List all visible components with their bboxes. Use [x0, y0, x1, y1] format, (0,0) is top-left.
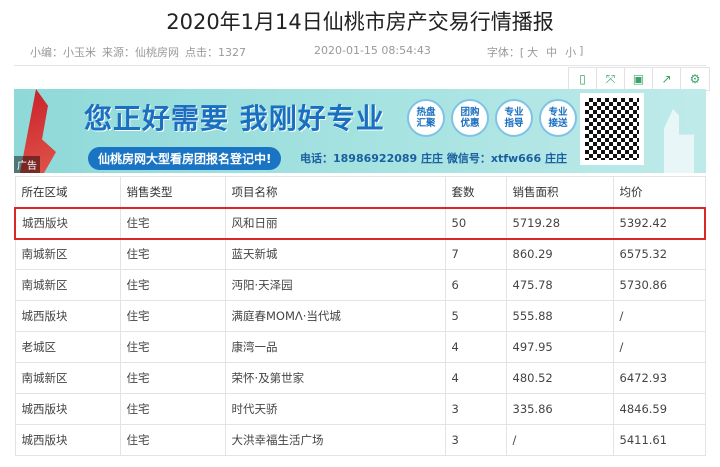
- table-row: 南城新区 住宅 沔阳·天泽园 6 475.78 5730.86: [14, 269, 706, 301]
- share-icon[interactable]: ↗: [653, 68, 681, 90]
- cell-project: 大洪幸福生活广场: [224, 424, 446, 456]
- article-meta: 小编：小玉米 来源：仙桃房网 点击：1327 2020-01-15 08:54:…: [30, 44, 583, 60]
- cell-sales-area: 860.29: [505, 238, 614, 270]
- cell-type: 住宅: [119, 300, 226, 332]
- divider: [14, 65, 706, 66]
- badge: 团购优惠: [451, 99, 489, 137]
- cell-avg-price: 6472.93: [612, 362, 706, 394]
- cell-sales-area: 497.95: [505, 331, 614, 363]
- editor: 小编：小玉米: [30, 46, 96, 59]
- fullscreen-icon[interactable]: ⤧: [597, 68, 625, 90]
- header-units: 套数: [444, 176, 507, 208]
- cell-avg-price: /: [612, 331, 706, 363]
- cell-avg-price: /: [612, 300, 706, 332]
- table-row: 城西版块 住宅 大洪幸福生活广场 3/5411.61: [14, 424, 706, 456]
- cell-sales-area: 475.78: [505, 269, 614, 301]
- cell-project: 满庭春MOMΛ·当代城: [224, 300, 446, 332]
- cell-area: 城西版块: [14, 393, 121, 425]
- ad-label: 广告: [14, 156, 40, 173]
- badge: 专业接送: [539, 99, 577, 137]
- cell-area: 城西版块: [14, 300, 121, 332]
- font-large-link[interactable]: 大: [527, 46, 539, 59]
- banner-pill: 仙桃房网大型看房团报名登记中!: [88, 147, 282, 170]
- cell-type: 住宅: [119, 269, 226, 301]
- font-size-label: 字体：[: [486, 46, 525, 59]
- badge: 热盘汇聚: [407, 99, 445, 137]
- cell-area: 城西版块: [14, 424, 121, 456]
- cell-avg-price: 5730.86: [612, 269, 706, 301]
- cell-avg-price: 6575.32: [612, 238, 706, 270]
- cell-type: 住宅: [119, 424, 226, 456]
- badge: 专业指导: [495, 99, 533, 137]
- header-project: 项目名称: [224, 176, 446, 208]
- table-row: 南城新区 住宅 蓝天新城 7 860.29 6575.32: [14, 238, 706, 270]
- cell-sales-area: 480.52: [505, 362, 614, 394]
- cell-units: 3: [444, 424, 507, 456]
- banner-slogan: 您正好需要 我刚好专业: [84, 102, 385, 135]
- cell-type: 住宅: [119, 331, 226, 363]
- cell-sales-area: 555.88: [505, 300, 614, 332]
- table-row: 南城新区 住宅 荣怀·及第世家 4 480.52 6472.93: [14, 362, 706, 394]
- publish-datetime: 2020-01-15 08:54:43: [314, 44, 431, 57]
- settings-icon[interactable]: ⚙: [689, 72, 701, 86]
- header-sales-area: 销售面积: [505, 176, 614, 208]
- building-decoration: [664, 109, 694, 173]
- cell-area: 老城区: [14, 331, 121, 363]
- ad-banner[interactable]: 您正好需要 我刚好专业 热盘汇聚 团购优惠 专业指导 专业接送 仙桃房网大型看房…: [14, 89, 706, 173]
- cell-area: 南城新区: [14, 362, 121, 394]
- banner-contact: 电话：18986922089 庄庄 微信号：xtfw666 庄庄: [300, 152, 567, 165]
- cell-units: 50: [444, 206, 507, 240]
- cell-area: 南城新区: [14, 269, 121, 301]
- cell-avg-price: 4846.59: [612, 393, 706, 425]
- cell-type: 住宅: [119, 238, 226, 270]
- cell-units: 6: [444, 269, 507, 301]
- header-area: 所在区域: [14, 176, 121, 208]
- font-medium-link[interactable]: 中: [546, 46, 558, 59]
- cell-sales-area: 5719.28: [505, 206, 614, 240]
- cell-units: 7: [444, 238, 507, 270]
- transaction-table: 所在区域 销售类型 项目名称 套数 销售面积 均价 城西版块 住宅 风和日丽 50 57…: [14, 176, 706, 456]
- header-avg-price: 均价: [612, 176, 706, 208]
- cell-units: 5: [444, 300, 507, 332]
- table-row: 城西版块 住宅 风和日丽 50 5719.28 5392.42: [14, 206, 706, 240]
- cell-project: 沔阳·天泽园: [224, 269, 446, 301]
- cell-project: 康湾一品: [224, 331, 446, 363]
- table-row: 老城区 住宅 康湾一品 4 497.95/: [14, 331, 706, 363]
- cell-units: 3: [444, 393, 507, 425]
- cell-project: 风和日丽: [224, 206, 446, 240]
- font-small-link[interactable]: 小: [565, 46, 577, 59]
- cell-project: 荣怀·及第世家: [224, 362, 446, 394]
- table-row: 城西版块 住宅 时代天骄 3 335.86 4846.59: [14, 393, 706, 425]
- cell-type: 住宅: [119, 393, 226, 425]
- cell-project: 蓝天新城: [224, 238, 446, 270]
- mobile-icon[interactable]: ▯: [569, 68, 597, 90]
- page-title: 2020年1月14日仙桃市房产交易行情播报: [166, 10, 554, 34]
- cell-avg-price: 5392.42: [612, 206, 706, 240]
- article-toolbar: ▯ ⤧ ▣ ↗ ⚙: [568, 67, 710, 91]
- cell-units: 4: [444, 362, 507, 394]
- header-type: 销售类型: [119, 176, 226, 208]
- cell-type: 住宅: [119, 206, 226, 240]
- banner-badges: 热盘汇聚 团购优惠 专业指导 专业接送: [407, 99, 577, 137]
- cell-type: 住宅: [119, 362, 226, 394]
- table-row: 城西版块 住宅 满庭春MOMΛ·当代城 5 555.88/: [14, 300, 706, 332]
- source: 来源：仙桃房网: [102, 46, 179, 59]
- cell-avg-price: 5411.61: [612, 424, 706, 456]
- cell-sales-area: /: [505, 424, 614, 456]
- font-size-bracket: ]: [579, 44, 584, 57]
- cell-sales-area: 335.86: [505, 393, 614, 425]
- cell-area: 南城新区: [14, 238, 121, 270]
- cell-area: 城西版块: [14, 206, 121, 240]
- cell-units: 4: [444, 331, 507, 363]
- cell-project: 时代天骄: [224, 393, 446, 425]
- table-header: 所在区域 销售类型 项目名称 套数 销售面积 均价: [14, 176, 706, 208]
- qr-code: [580, 93, 644, 165]
- click-count: 点击：1327: [185, 46, 246, 59]
- save-icon[interactable]: ▣: [625, 68, 653, 90]
